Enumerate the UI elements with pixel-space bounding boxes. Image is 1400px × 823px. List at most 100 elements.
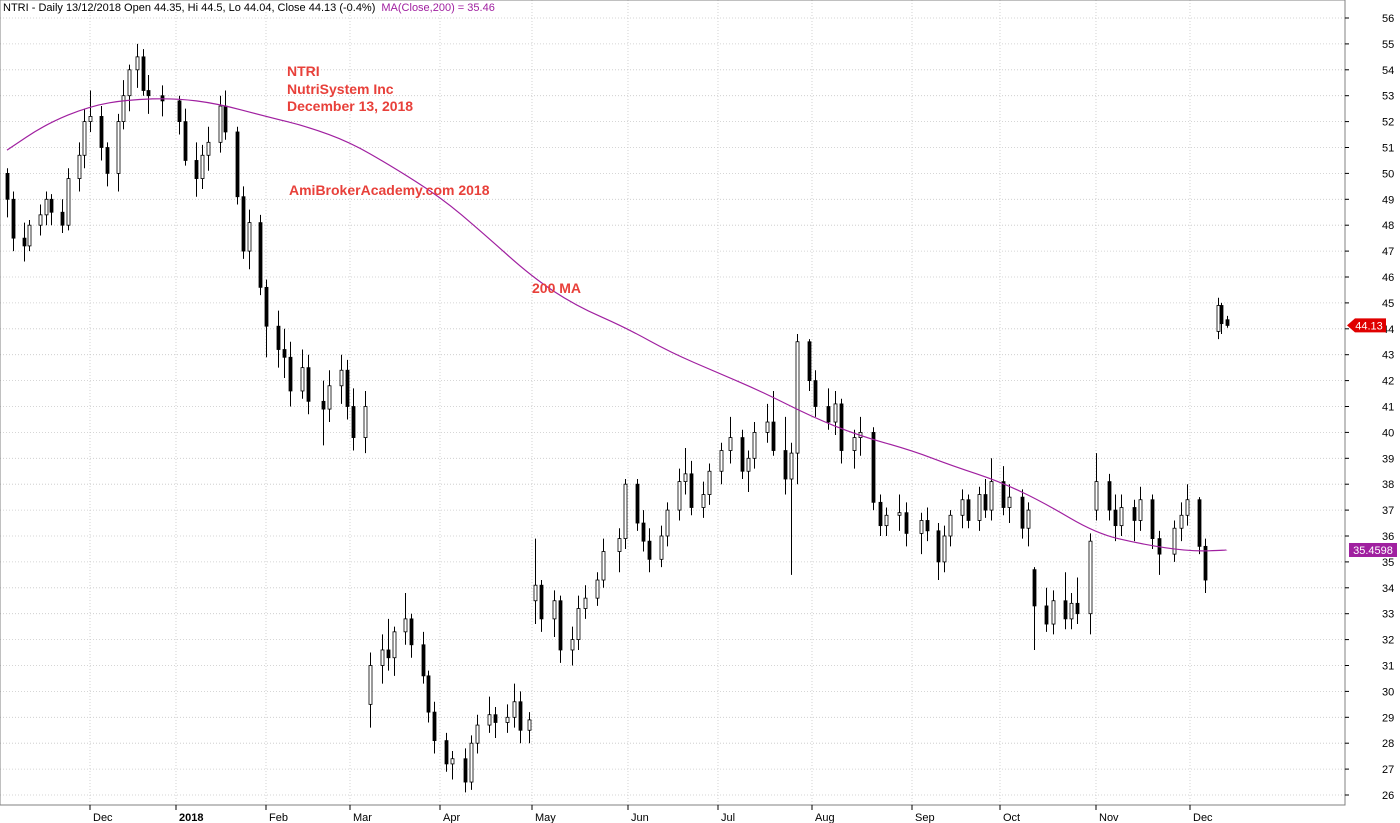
candle[interactable] bbox=[617, 528, 622, 573]
candle[interactable] bbox=[813, 370, 818, 417]
candle[interactable] bbox=[146, 74, 151, 114]
candle[interactable] bbox=[392, 626, 397, 676]
candle[interactable] bbox=[135, 43, 140, 88]
candle[interactable] bbox=[1051, 590, 1056, 635]
candle[interactable] bbox=[677, 468, 682, 521]
candle[interactable] bbox=[235, 126, 240, 205]
candle[interactable] bbox=[1185, 484, 1190, 526]
candle[interactable] bbox=[752, 422, 757, 469]
candle[interactable] bbox=[306, 354, 311, 415]
candle[interactable] bbox=[960, 489, 965, 529]
candle[interactable] bbox=[659, 525, 664, 568]
candle[interactable] bbox=[966, 494, 971, 529]
candle[interactable] bbox=[432, 701, 437, 754]
candle[interactable] bbox=[1172, 520, 1177, 562]
candle[interactable] bbox=[936, 523, 941, 581]
candle[interactable] bbox=[897, 494, 902, 531]
candle[interactable] bbox=[206, 126, 211, 171]
candle[interactable] bbox=[409, 613, 414, 658]
candle[interactable] bbox=[160, 85, 165, 117]
candle[interactable] bbox=[1069, 592, 1074, 630]
candle[interactable] bbox=[327, 370, 332, 423]
candle[interactable] bbox=[623, 479, 628, 549]
candle[interactable] bbox=[740, 429, 745, 480]
candle[interactable] bbox=[783, 416, 788, 495]
candle[interactable] bbox=[558, 595, 563, 663]
candle[interactable] bbox=[746, 450, 751, 492]
candle[interactable] bbox=[527, 712, 532, 744]
candle[interactable] bbox=[27, 220, 32, 252]
candle[interactable] bbox=[264, 279, 269, 358]
candle[interactable] bbox=[789, 442, 794, 575]
candle[interactable] bbox=[300, 349, 305, 399]
candle[interactable] bbox=[983, 479, 988, 518]
candle[interactable] bbox=[288, 341, 293, 407]
candle[interactable] bbox=[1119, 494, 1124, 536]
candle[interactable] bbox=[487, 696, 492, 733]
candle[interactable] bbox=[771, 390, 776, 456]
candle[interactable] bbox=[878, 494, 883, 536]
candle[interactable] bbox=[925, 507, 930, 542]
candle[interactable] bbox=[469, 735, 474, 790]
candle[interactable] bbox=[177, 95, 182, 135]
candle[interactable] bbox=[258, 214, 263, 296]
candle[interactable] bbox=[701, 481, 706, 518]
candle[interactable] bbox=[141, 49, 146, 96]
candle[interactable] bbox=[82, 108, 87, 169]
candle[interactable] bbox=[200, 144, 205, 189]
candle[interactable] bbox=[127, 64, 132, 112]
candle[interactable] bbox=[871, 427, 876, 511]
candle[interactable] bbox=[1138, 486, 1143, 531]
candle[interactable] bbox=[839, 398, 844, 464]
candle[interactable] bbox=[493, 706, 498, 739]
candle[interactable] bbox=[450, 750, 455, 780]
candle[interactable] bbox=[635, 479, 640, 531]
candle[interactable] bbox=[345, 359, 350, 420]
candle[interactable] bbox=[919, 512, 924, 555]
candle[interactable] bbox=[11, 191, 16, 252]
candle[interactable] bbox=[583, 585, 588, 619]
candle[interactable] bbox=[282, 328, 287, 379]
candle[interactable] bbox=[183, 108, 188, 166]
candle[interactable] bbox=[276, 310, 281, 368]
candle[interactable] bbox=[570, 626, 575, 666]
candle[interactable] bbox=[552, 590, 557, 638]
candle[interactable] bbox=[444, 732, 449, 772]
candle[interactable] bbox=[99, 106, 104, 161]
candle[interactable] bbox=[363, 390, 368, 454]
candle[interactable] bbox=[38, 204, 43, 236]
candle[interactable] bbox=[1179, 502, 1184, 542]
candle[interactable] bbox=[1063, 572, 1068, 630]
candle[interactable] bbox=[904, 502, 909, 547]
candle[interactable] bbox=[121, 80, 126, 130]
candle[interactable] bbox=[1216, 297, 1221, 340]
candle[interactable] bbox=[475, 714, 480, 754]
candle[interactable] bbox=[1032, 567, 1037, 650]
candle[interactable] bbox=[1203, 538, 1208, 593]
candle[interactable] bbox=[88, 90, 93, 132]
candle[interactable] bbox=[5, 168, 10, 218]
candle[interactable] bbox=[77, 142, 82, 192]
candle[interactable] bbox=[1150, 494, 1155, 549]
candle[interactable] bbox=[1113, 494, 1118, 542]
candle[interactable] bbox=[247, 209, 252, 270]
candle[interactable] bbox=[1107, 473, 1112, 521]
candle[interactable] bbox=[66, 168, 71, 231]
candle[interactable] bbox=[601, 538, 606, 588]
candle[interactable] bbox=[977, 486, 982, 531]
candle[interactable] bbox=[1020, 489, 1025, 539]
candle[interactable] bbox=[351, 388, 356, 451]
candle[interactable] bbox=[403, 592, 408, 645]
candle[interactable] bbox=[1044, 587, 1049, 632]
candle[interactable] bbox=[44, 191, 49, 226]
candle[interactable] bbox=[719, 442, 724, 485]
candle[interactable] bbox=[1075, 577, 1080, 625]
candle[interactable] bbox=[1132, 499, 1137, 542]
candle[interactable] bbox=[421, 631, 426, 684]
candle[interactable] bbox=[707, 463, 712, 505]
candle[interactable] bbox=[765, 403, 770, 443]
candle[interactable] bbox=[194, 142, 199, 197]
candle[interactable] bbox=[386, 618, 391, 671]
candle[interactable] bbox=[105, 142, 110, 187]
